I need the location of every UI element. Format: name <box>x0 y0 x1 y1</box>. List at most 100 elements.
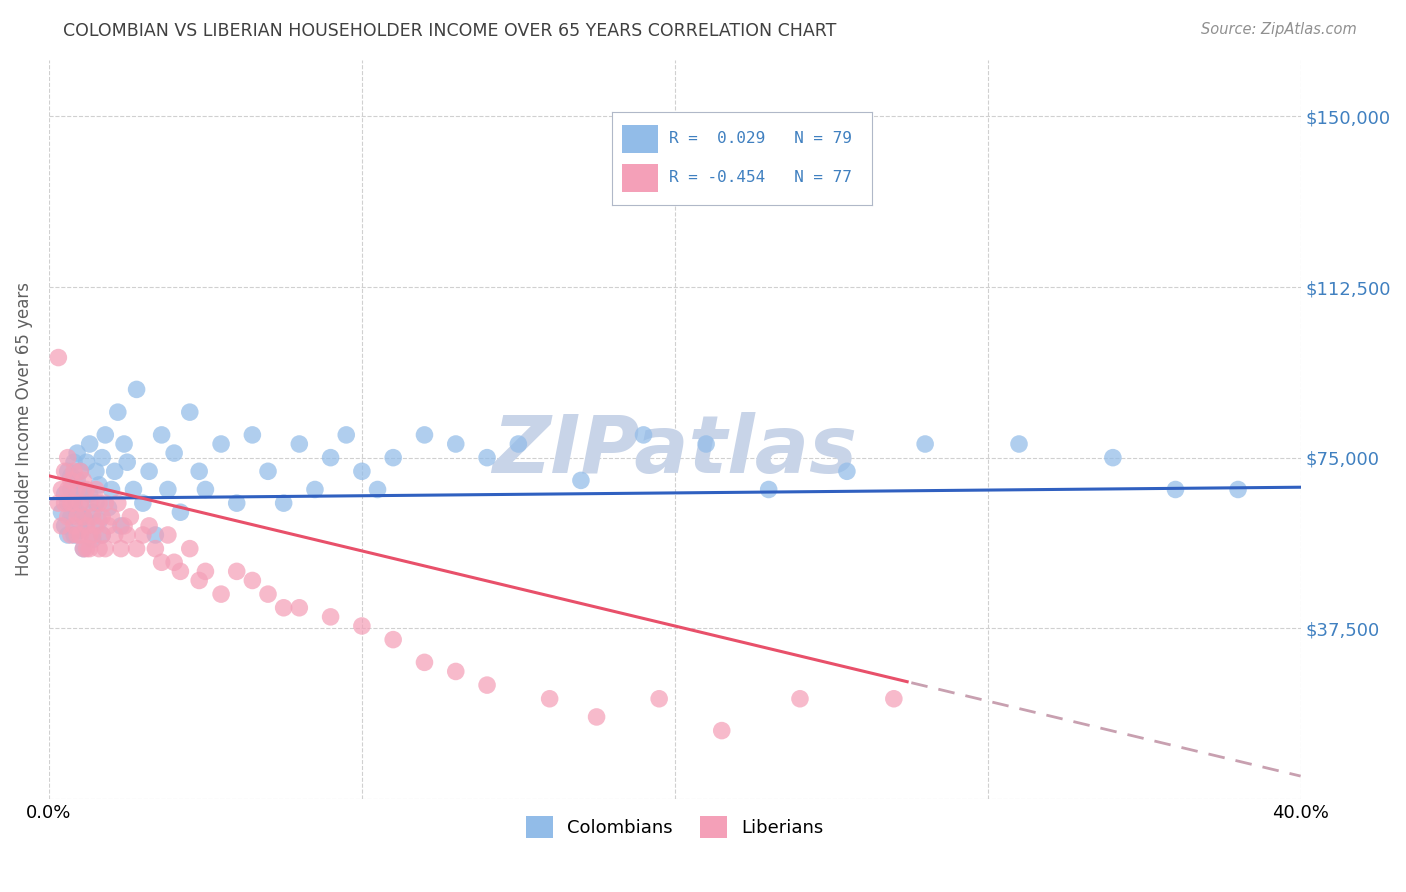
Point <box>169 505 191 519</box>
Point <box>179 541 201 556</box>
Point <box>273 600 295 615</box>
Point <box>48 351 70 365</box>
Text: ZIPatlas: ZIPatlas <box>492 412 858 491</box>
Point <box>97 500 120 515</box>
Point <box>107 405 129 419</box>
Point <box>413 428 436 442</box>
Point <box>240 574 263 588</box>
Point <box>319 450 342 465</box>
Point <box>84 464 107 478</box>
Point <box>120 509 142 524</box>
Point <box>51 519 73 533</box>
Point <box>91 509 114 524</box>
Point <box>76 541 98 556</box>
Point <box>82 528 104 542</box>
Point <box>648 691 671 706</box>
Point <box>132 496 155 510</box>
Point <box>710 723 733 738</box>
Point <box>304 483 326 497</box>
Point <box>145 528 167 542</box>
Point <box>79 541 101 556</box>
Legend: Colombians, Liberians: Colombians, Liberians <box>519 809 831 846</box>
Point <box>413 656 436 670</box>
Point <box>257 587 280 601</box>
Text: Source: ZipAtlas.com: Source: ZipAtlas.com <box>1201 22 1357 37</box>
Point <box>475 678 498 692</box>
Point <box>1008 437 1031 451</box>
Point <box>319 610 342 624</box>
Point <box>107 496 129 510</box>
Point <box>1227 483 1250 497</box>
Point <box>104 464 127 478</box>
Point <box>82 533 104 547</box>
Point <box>110 519 132 533</box>
Point <box>835 464 858 478</box>
Point <box>69 496 91 510</box>
Point <box>150 555 173 569</box>
Point <box>87 514 110 528</box>
Point <box>112 519 135 533</box>
Point <box>66 474 89 488</box>
Point <box>91 528 114 542</box>
Point <box>100 509 122 524</box>
Point <box>350 619 373 633</box>
Point <box>257 464 280 478</box>
Text: COLOMBIAN VS LIBERIAN HOUSEHOLDER INCOME OVER 65 YEARS CORRELATION CHART: COLOMBIAN VS LIBERIAN HOUSEHOLDER INCOME… <box>63 22 837 40</box>
Point <box>69 464 91 478</box>
Point <box>163 446 186 460</box>
Point <box>84 496 107 510</box>
Point <box>194 565 217 579</box>
Point <box>91 450 114 465</box>
Point <box>444 665 467 679</box>
Point <box>72 541 94 556</box>
Point <box>56 496 79 510</box>
Point <box>475 450 498 465</box>
Point <box>76 455 98 469</box>
Point <box>69 464 91 478</box>
Point <box>84 519 107 533</box>
Point <box>53 464 76 478</box>
Point <box>538 691 561 706</box>
Point <box>1164 483 1187 497</box>
Point <box>59 483 82 497</box>
Bar <box>621 125 658 153</box>
Point <box>79 437 101 451</box>
Point <box>100 483 122 497</box>
Point <box>72 541 94 556</box>
Point <box>104 528 127 542</box>
Point <box>695 437 717 451</box>
Point <box>59 474 82 488</box>
Point <box>150 428 173 442</box>
Text: R = -0.454   N = 77: R = -0.454 N = 77 <box>669 170 852 186</box>
Point <box>188 574 211 588</box>
Point <box>79 528 101 542</box>
Point <box>110 541 132 556</box>
Point <box>72 474 94 488</box>
Point <box>125 541 148 556</box>
Point <box>79 487 101 501</box>
Point <box>240 428 263 442</box>
Point <box>59 468 82 483</box>
Point <box>76 514 98 528</box>
Point <box>63 528 86 542</box>
Point <box>87 478 110 492</box>
Point <box>63 496 86 510</box>
Point <box>97 519 120 533</box>
Point <box>69 496 91 510</box>
Point <box>115 528 138 542</box>
Point <box>56 483 79 497</box>
Point <box>66 528 89 542</box>
Point <box>145 541 167 556</box>
Point <box>335 428 357 442</box>
Point <box>569 474 592 488</box>
Text: R =  0.029   N = 79: R = 0.029 N = 79 <box>669 131 852 146</box>
Point <box>382 450 405 465</box>
Point <box>350 464 373 478</box>
Point <box>63 491 86 506</box>
Point <box>51 505 73 519</box>
Point <box>188 464 211 478</box>
Point <box>69 524 91 538</box>
Point <box>72 509 94 524</box>
Point <box>122 483 145 497</box>
Point <box>84 483 107 497</box>
